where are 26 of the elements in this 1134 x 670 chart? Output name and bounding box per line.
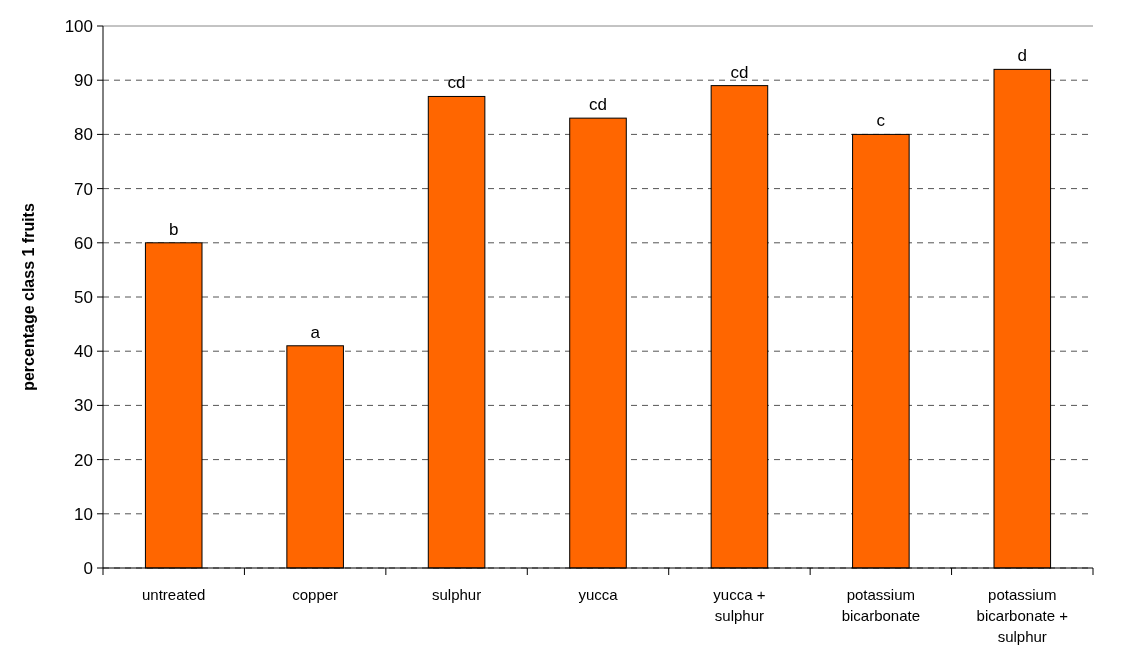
x-tick-label: potassium bicarbonate (841, 586, 921, 624)
x-tick-label: yucca + sulphur (713, 586, 766, 624)
x-tick-label: untreated (142, 586, 206, 603)
annotation: d (1017, 46, 1028, 66)
x-tick-label: copper (292, 586, 339, 603)
y-tick-label: 60 (74, 233, 93, 253)
x-tick-label: sulphur (431, 586, 482, 603)
x-tick-label: potassium bicarbonate + sulphur (976, 586, 1069, 645)
y-axis-title: percentage class 1 fruits (20, 203, 37, 391)
y-tick-label: 20 (74, 450, 93, 470)
annotation: a (310, 322, 321, 342)
annotation: cd (730, 62, 749, 82)
y-tick-label: 40 (74, 342, 93, 362)
y-tick-label: 100 (64, 16, 93, 36)
y-tick-label: 80 (74, 125, 93, 145)
y-tick-label: 30 (74, 396, 93, 416)
y-tick-label: 0 (83, 558, 93, 578)
x-tick-label: yucca (578, 586, 619, 603)
y-tick-label: 70 (74, 179, 93, 199)
annotation: b (168, 219, 179, 239)
y-tick-label: 10 (74, 504, 93, 524)
annotation: cd (589, 95, 607, 115)
annotation: c (876, 111, 886, 131)
annotation: cd (447, 73, 466, 93)
y-tick-label: 50 (74, 287, 93, 307)
y-tick-label: 90 (74, 71, 93, 91)
